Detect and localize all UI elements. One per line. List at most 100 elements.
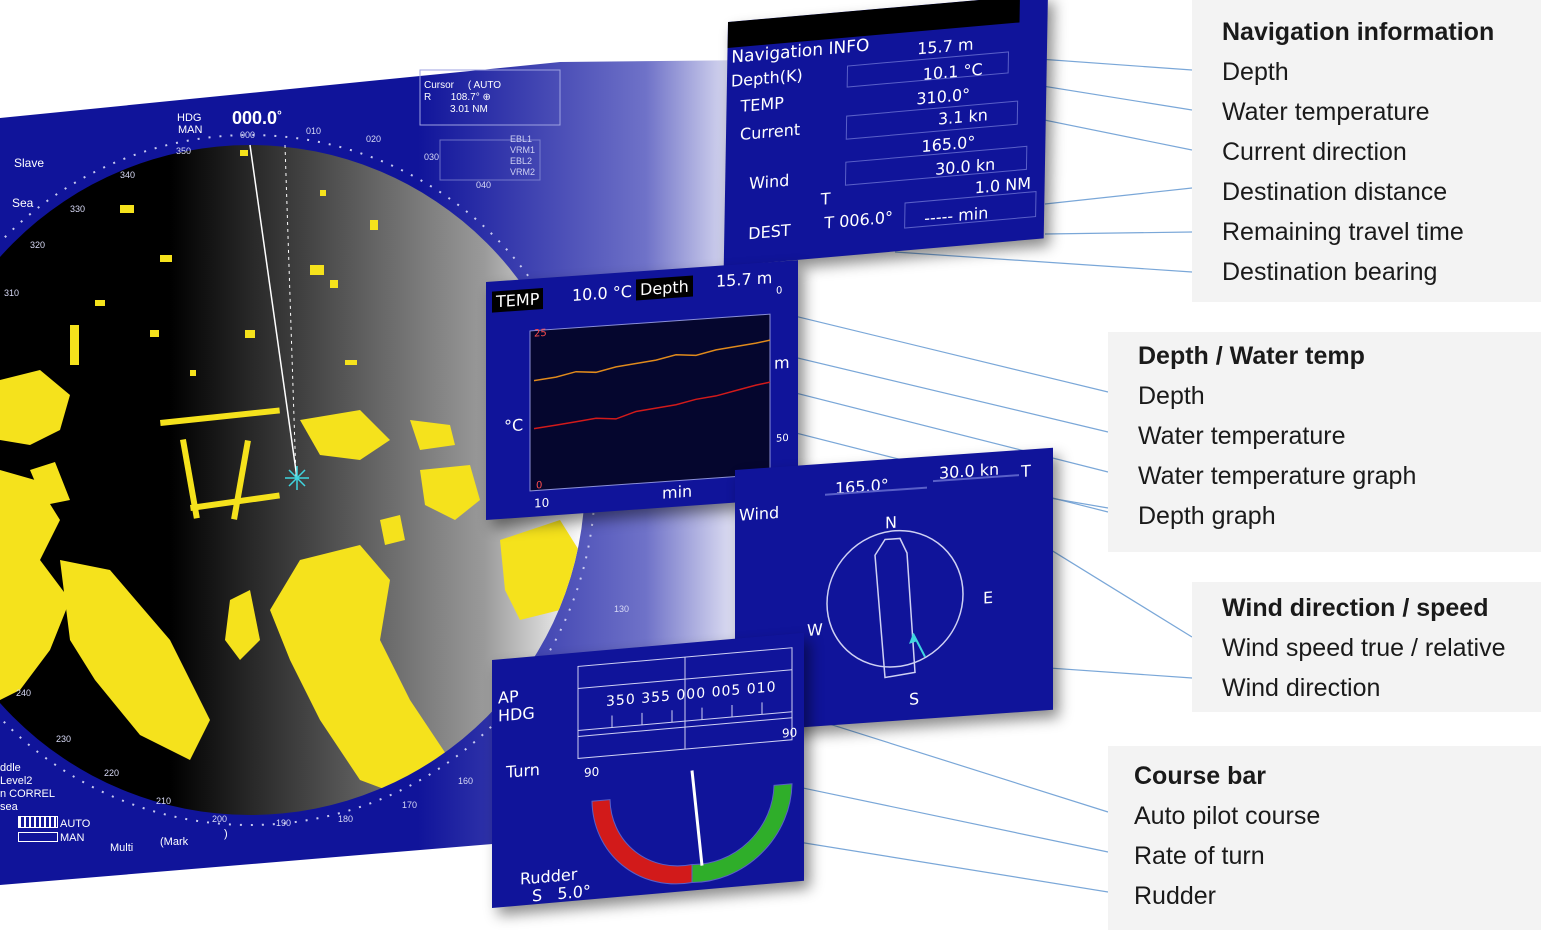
callout-nav-item: Current direction (1222, 138, 1407, 166)
wind-arrow (912, 633, 926, 658)
menu-line-4[interactable]: sea (0, 801, 18, 813)
dt-graph-area (529, 313, 771, 492)
callout-course-bar: Course bar Auto pilot course Rate of tur… (1108, 746, 1541, 930)
nav-title-bar (727, 0, 1020, 49)
callout-navigation-information: Navigation information Depth Water tempe… (1192, 0, 1541, 302)
ring-label-190: 190 (276, 818, 292, 828)
nav-wind-label: Wind (748, 170, 790, 194)
mark-button[interactable]: (Mark (160, 836, 189, 848)
callout-nav-item: Water temperature (1222, 98, 1430, 126)
ebl-1: EBL1 (510, 134, 533, 144)
callout-course-item: Rudder (1134, 882, 1216, 910)
dt-unit-c: °C (504, 415, 524, 436)
ring-label-230: 230 (56, 734, 72, 744)
course-scale (577, 647, 793, 885)
callout-dt-title: Depth / Water temp (1138, 342, 1365, 370)
turn-right: 90 (782, 725, 798, 741)
cursor-range: 3.01 NM (450, 104, 488, 115)
callout-nav-item: Depth (1222, 58, 1289, 86)
wind-panel[interactable]: Wind 165.0° 30.0 kn T N E S W (735, 447, 1053, 732)
callout-nav-item: Destination bearing (1222, 258, 1438, 286)
callout-wind-title: Wind direction / speed (1222, 594, 1489, 622)
turn-left: 90 (584, 764, 600, 780)
depth-temp-panel[interactable]: TEMP 10.0 °C Depth 15.7 m 25 0 0 50 °C m… (486, 260, 798, 520)
ring-label-130: 130 (614, 604, 630, 614)
vrm-2: VRM2 (510, 167, 536, 177)
ring-label-020: 020 (366, 134, 382, 144)
ring-label-180: 180 (338, 814, 354, 824)
callout-dt-item: Water temperature (1138, 422, 1346, 450)
callout-nav-item: Destination distance (1222, 178, 1448, 206)
callout-depth-water-temp: Depth / Water temp Depth Water temperatu… (1108, 332, 1541, 552)
ring-label-040: 040 (476, 180, 492, 190)
rudder-needle (690, 770, 704, 866)
ring-label-330: 330 (70, 204, 86, 214)
ebl-2: EBL2 (510, 156, 533, 166)
dt-unit-m: m (774, 352, 790, 373)
dt-axis-top-left: 25 (534, 327, 547, 340)
callout-nav-item: Remaining travel time (1222, 218, 1464, 246)
menu-line-2[interactable]: Level2 (0, 775, 33, 787)
compass-west: W (807, 619, 823, 640)
compass-east: E (983, 587, 994, 608)
multi-button[interactable]: Multi (110, 842, 134, 854)
water-temp-graph (533, 381, 771, 430)
menu-line-3[interactable]: n CORREL (0, 788, 56, 800)
callout-wind-item: Wind speed true / relative (1222, 634, 1506, 662)
hdg-label: HDG (174, 112, 205, 124)
course-bar-panel[interactable]: AP HDG 350 355 000 005 010 Turn 90 90 Ru… (492, 632, 804, 908)
ring-label-000: 000 (240, 130, 256, 140)
callout-course-title: Course bar (1134, 762, 1266, 790)
hdg-mode: MAN (178, 124, 203, 136)
radar-echoes (0, 150, 585, 810)
compass-north: N (885, 512, 897, 533)
sea-label: Sea (12, 196, 34, 210)
dt-x-unit: min (662, 481, 693, 503)
dt-axis-bottom-left: 0 (536, 480, 543, 492)
callout-dt-item: Water temperature graph (1138, 462, 1417, 490)
ring-label-350: 350 (176, 146, 192, 156)
nav-current-label: Current (739, 119, 801, 144)
callout-dt-item: Depth (1138, 382, 1205, 410)
cursor-mark (285, 466, 309, 490)
nav-dest-bearing: T 006.0° (824, 207, 894, 233)
menu-line-1[interactable]: ddle (0, 762, 21, 774)
callout-course-item: Auto pilot course (1134, 802, 1321, 830)
auto-label: AUTO (60, 818, 91, 830)
callout-wind-item: Wind direction (1222, 674, 1381, 702)
ring-label-210: 210 (156, 796, 172, 806)
navigation-info-panel[interactable]: Navigation INFO Depth(K) 15.7 m TEMP 10.… (723, 0, 1048, 267)
heading-line (249, 144, 298, 479)
ring-label-310: 310 (4, 288, 20, 298)
nav-dest-label: DEST (748, 220, 791, 244)
ring-label-030: 030 (424, 152, 440, 162)
slave-label: Slave (14, 156, 45, 170)
dt-axis-top-right: 0 (776, 285, 783, 297)
gain-bar-auto[interactable] (18, 816, 58, 828)
ring-label-200: 200 (212, 814, 228, 824)
nav-temp-label: TEMP (740, 93, 785, 116)
cursor-box (419, 69, 561, 126)
callout-nav-title: Navigation information (1222, 18, 1495, 46)
dt-x-left: 10 (534, 495, 550, 511)
hdg-value: 000.0° (232, 108, 282, 128)
ring-label-320: 320 (30, 240, 46, 250)
man-label: MAN (60, 832, 85, 844)
ring-label-010: 010 (306, 126, 322, 136)
radar-display[interactable]: HDG MAN 000.0° Slave Sea Cursor ( AUTO R… (0, 0, 760, 930)
dt-axis-bottom-right: 50 (776, 432, 789, 445)
wind-rose (826, 529, 964, 679)
gain-bar-man[interactable] (18, 832, 58, 842)
ring-label-220: 220 (104, 768, 120, 778)
depth-graph (533, 339, 771, 382)
nav-temp-value: 10.1 °C (922, 59, 983, 84)
callout-wind: Wind direction / speed Wind speed true /… (1192, 582, 1541, 712)
ring-label-240: 240 (16, 688, 32, 698)
mark-paren: ) (224, 828, 228, 840)
radar-screen (0, 60, 760, 885)
ring-label-170: 170 (402, 800, 418, 810)
nav-depth-label: Depth(K) (730, 65, 803, 91)
callout-course-item: Rate of turn (1134, 842, 1265, 870)
ebl-box (439, 139, 541, 181)
cursor-readout: R 108.7° ⊕ (424, 92, 491, 103)
